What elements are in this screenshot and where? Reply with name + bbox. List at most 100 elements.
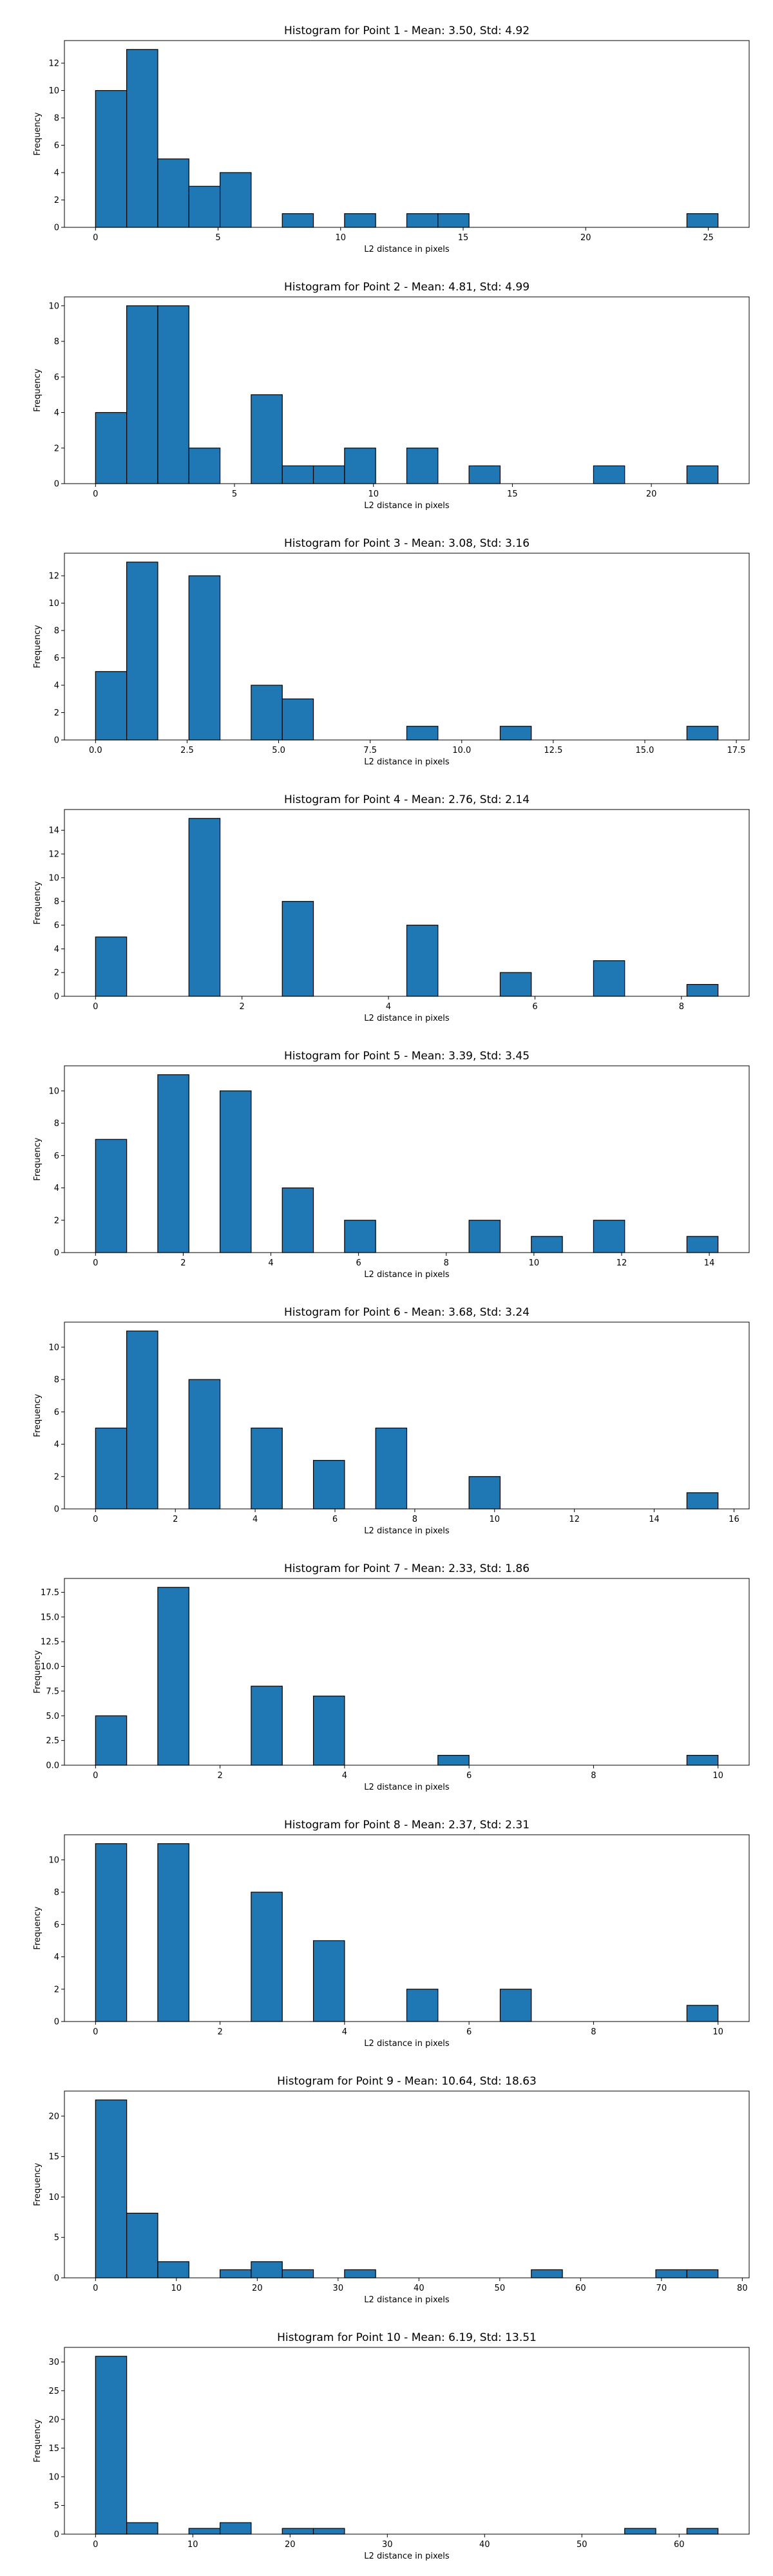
y-tick-label: 8 xyxy=(54,114,59,124)
histogram-bar xyxy=(282,2528,314,2535)
x-tick-label: 6 xyxy=(466,1771,472,1781)
histogram-bar xyxy=(126,2212,158,2278)
y-tick-label: 15 xyxy=(48,2152,59,2162)
y-tick-label: 0 xyxy=(54,992,59,1002)
x-axis-label: L2 distance in pixels xyxy=(364,2552,450,2561)
histogram-bars xyxy=(95,2099,719,2278)
plot-frame xyxy=(64,553,750,741)
histogram-bar xyxy=(686,465,719,484)
chart-title: Histogram for Point 1 - Mean: 3.50, Std:… xyxy=(284,24,530,37)
x-tick-label: 10 xyxy=(336,233,347,243)
plot-frame xyxy=(64,2347,750,2535)
x-tick-label: 4 xyxy=(253,1515,258,1524)
histogram-bar xyxy=(95,1843,128,2022)
y-tick-label: 10 xyxy=(48,1855,59,1865)
x-tick-label: 10.0 xyxy=(452,746,471,755)
histogram-bar xyxy=(95,412,128,484)
histogram-bar xyxy=(593,1220,625,1253)
histogram-bar xyxy=(219,2522,252,2535)
histogram-bar xyxy=(251,685,283,741)
x-tick-label: 10 xyxy=(187,2540,198,2550)
chart-title: Histogram for Point 9 - Mean: 10.64, Std… xyxy=(277,2075,537,2088)
x-tick-label: 2.5 xyxy=(180,746,194,755)
y-axis-ticks: 0 2 4 6 8 10 xyxy=(48,1086,64,1258)
histogram-bar xyxy=(251,1891,283,2022)
histogram-bar xyxy=(344,213,376,228)
x-axis-ticks: 0 2 4 6 8 xyxy=(93,996,684,1012)
histogram-bar xyxy=(95,90,128,228)
chart-title: Histogram for Point 10 - Mean: 6.19, Std… xyxy=(277,2331,537,2344)
x-tick-label: 4 xyxy=(268,1258,273,1268)
y-axis-label: Frequency xyxy=(33,2163,43,2206)
chart-title: Histogram for Point 7 - Mean: 2.33, Std:… xyxy=(284,1562,530,1575)
histogram-panel-2: Histogram for Point 2 - Mean: 4.81, Std:… xyxy=(33,281,750,511)
x-tick-label: 6 xyxy=(356,1258,361,1268)
y-tick-label: 8 xyxy=(54,1119,59,1129)
histogram-bar xyxy=(344,1220,376,1253)
y-axis-label: Frequency xyxy=(33,1394,43,1437)
y-tick-label: 20 xyxy=(48,2415,59,2425)
histogram-bars xyxy=(95,2356,719,2535)
x-tick-label: 6 xyxy=(466,2027,472,2037)
histogram-bar xyxy=(531,1236,563,1253)
plot-frame xyxy=(64,296,750,484)
x-tick-label: 14 xyxy=(649,1515,660,1524)
x-tick-label: 10 xyxy=(712,1771,723,1781)
plot-frame xyxy=(64,1578,750,1766)
histogram-bars xyxy=(95,1074,719,1253)
x-tick-label: 0 xyxy=(93,1515,98,1524)
x-tick-label: 2 xyxy=(180,1258,186,1268)
histogram-bars xyxy=(95,1587,719,1766)
x-tick-label: 12.5 xyxy=(544,746,562,755)
y-tick-label: 5.0 xyxy=(46,1712,59,1721)
x-axis-label: L2 distance in pixels xyxy=(364,757,450,767)
chart-title: Histogram for Point 3 - Mean: 3.08, Std:… xyxy=(284,537,530,550)
histogram-bar xyxy=(157,1587,189,1766)
histogram-bar xyxy=(126,2522,158,2535)
x-axis-label: L2 distance in pixels xyxy=(364,1270,450,1280)
y-axis-label: Frequency xyxy=(33,368,43,412)
x-axis-label: L2 distance in pixels xyxy=(364,501,450,511)
plot-frame xyxy=(64,1834,750,2022)
histogram-bar xyxy=(95,1427,128,1510)
histogram-bars xyxy=(95,818,719,997)
y-axis-ticks: 0 2 4 6 8 10 xyxy=(48,1343,64,1515)
histogram-bar xyxy=(686,1492,719,1510)
histogram-bar xyxy=(375,1427,408,1510)
histogram-bar xyxy=(219,172,252,228)
histogram-panel-9: Histogram for Point 9 - Mean: 10.64, Std… xyxy=(33,2075,750,2305)
y-axis-ticks: 0 5 10 15 20 25 30 xyxy=(48,2358,64,2540)
histogram-bar xyxy=(282,901,314,997)
chart-title: Histogram for Point 2 - Mean: 4.81, Std:… xyxy=(284,281,530,294)
y-axis-ticks: 0 2 4 6 8 10 xyxy=(48,1855,64,2027)
y-tick-label: 4 xyxy=(54,169,59,178)
x-tick-label: 4 xyxy=(386,1002,391,1012)
y-tick-label: 10 xyxy=(48,2472,59,2482)
x-tick-label: 70 xyxy=(656,2284,667,2293)
y-tick-label: 0 xyxy=(54,2018,59,2027)
x-tick-label: 2 xyxy=(240,1002,245,1012)
y-tick-label: 2 xyxy=(54,969,59,978)
y-tick-label: 4 xyxy=(54,1440,59,1450)
y-axis-label: Frequency xyxy=(33,112,43,155)
y-tick-label: 4 xyxy=(54,945,59,954)
x-axis-label: L2 distance in pixels xyxy=(364,1783,450,1792)
y-tick-label: 14 xyxy=(48,826,59,836)
x-tick-label: 0 xyxy=(93,233,98,243)
histogram-bar xyxy=(406,924,439,997)
histogram-bar xyxy=(437,213,470,228)
histogram-bar xyxy=(251,1427,283,1510)
histogram-bars xyxy=(95,1843,719,2022)
x-tick-label: 40 xyxy=(479,2540,490,2550)
y-axis-label: Frequency xyxy=(33,2419,43,2462)
histogram-bar xyxy=(406,726,439,741)
y-tick-label: 12 xyxy=(48,572,59,582)
y-axis-label: Frequency xyxy=(33,625,43,668)
x-tick-label: 12 xyxy=(616,1258,627,1268)
x-axis-ticks: 0 2 4 6 8 10 12 14 xyxy=(93,1253,714,1268)
histogram-bars xyxy=(95,305,719,484)
histogram-bar xyxy=(157,2261,189,2278)
y-tick-label: 17.5 xyxy=(41,1588,59,1598)
y-tick-label: 10.0 xyxy=(41,1662,59,1672)
y-tick-label: 10 xyxy=(48,1343,59,1352)
